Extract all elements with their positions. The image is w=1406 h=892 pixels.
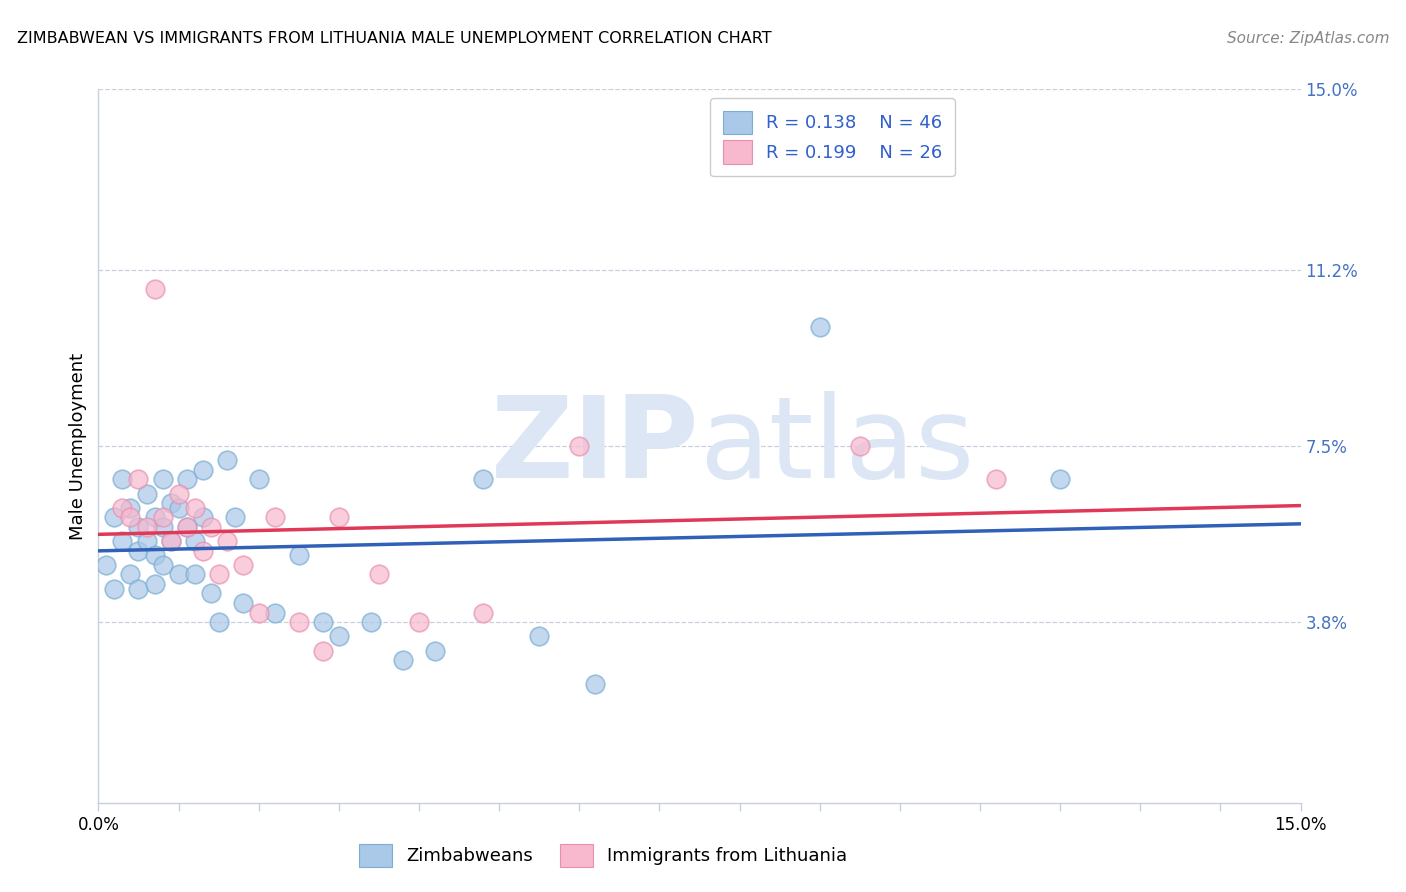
Point (167, 567, 190, 582)
Point (143, 577, 166, 591)
Point (1049, 472, 1071, 486)
Point (176, 520, 198, 534)
Point (143, 510, 166, 524)
Point (135, 486, 157, 500)
Point (183, 534, 205, 549)
Point (103, 582, 125, 596)
Point (128, 543, 150, 558)
Point (128, 520, 150, 534)
Point (103, 510, 125, 524)
Point (111, 500, 134, 515)
Point (328, 510, 350, 524)
Point (200, 586, 222, 600)
Point (215, 453, 238, 467)
Point (263, 510, 285, 524)
Point (200, 520, 222, 534)
Point (288, 549, 311, 563)
Point (143, 549, 166, 563)
Point (263, 606, 285, 620)
Point (849, 439, 872, 453)
Point (208, 567, 231, 582)
Point (247, 472, 270, 486)
Text: ZIMBABWEAN VS IMMIGRANTS FROM LITHUANIA MALE UNEMPLOYMENT CORRELATION CHART: ZIMBABWEAN VS IMMIGRANTS FROM LITHUANIA … (17, 31, 772, 46)
Point (159, 534, 181, 549)
Point (312, 615, 335, 629)
Point (215, 534, 238, 549)
Point (111, 534, 134, 549)
Point (128, 582, 150, 596)
Point (288, 615, 311, 629)
Point (472, 472, 495, 486)
Y-axis label: Male Unemployment: Male Unemployment (69, 352, 87, 540)
Point (191, 463, 214, 477)
Point (152, 520, 174, 534)
Point (408, 615, 430, 629)
Point (368, 567, 391, 582)
Point (167, 500, 190, 515)
Point (312, 643, 335, 657)
Point (423, 643, 446, 657)
Point (224, 510, 246, 524)
Text: Source: ZipAtlas.com: Source: ZipAtlas.com (1226, 31, 1389, 46)
Point (583, 677, 606, 691)
Point (392, 653, 415, 667)
Point (176, 520, 198, 534)
Point (152, 558, 174, 572)
Point (167, 486, 190, 500)
Point (208, 615, 231, 629)
Legend: Zimbabweans, Immigrants from Lithuania: Zimbabweans, Immigrants from Lithuania (350, 835, 856, 876)
Point (472, 606, 495, 620)
Point (143, 282, 166, 296)
Point (191, 510, 214, 524)
Point (183, 567, 205, 582)
Point (159, 496, 181, 510)
Point (120, 510, 142, 524)
Point (247, 606, 270, 620)
Point (568, 439, 591, 453)
Point (176, 472, 198, 486)
Point (360, 615, 382, 629)
Point (183, 500, 205, 515)
Point (191, 543, 214, 558)
Text: ZIP: ZIP (491, 391, 700, 501)
Point (120, 567, 142, 582)
Point (232, 558, 254, 572)
Point (152, 510, 174, 524)
Point (120, 500, 142, 515)
Text: atlas: atlas (700, 391, 974, 501)
Point (135, 534, 157, 549)
Point (152, 472, 174, 486)
Point (128, 472, 150, 486)
Point (135, 520, 157, 534)
Point (984, 472, 1007, 486)
Point (96, 558, 118, 572)
Point (808, 320, 831, 334)
Point (232, 596, 254, 610)
Point (111, 472, 134, 486)
Point (159, 534, 181, 549)
Point (529, 629, 551, 643)
Point (328, 629, 350, 643)
